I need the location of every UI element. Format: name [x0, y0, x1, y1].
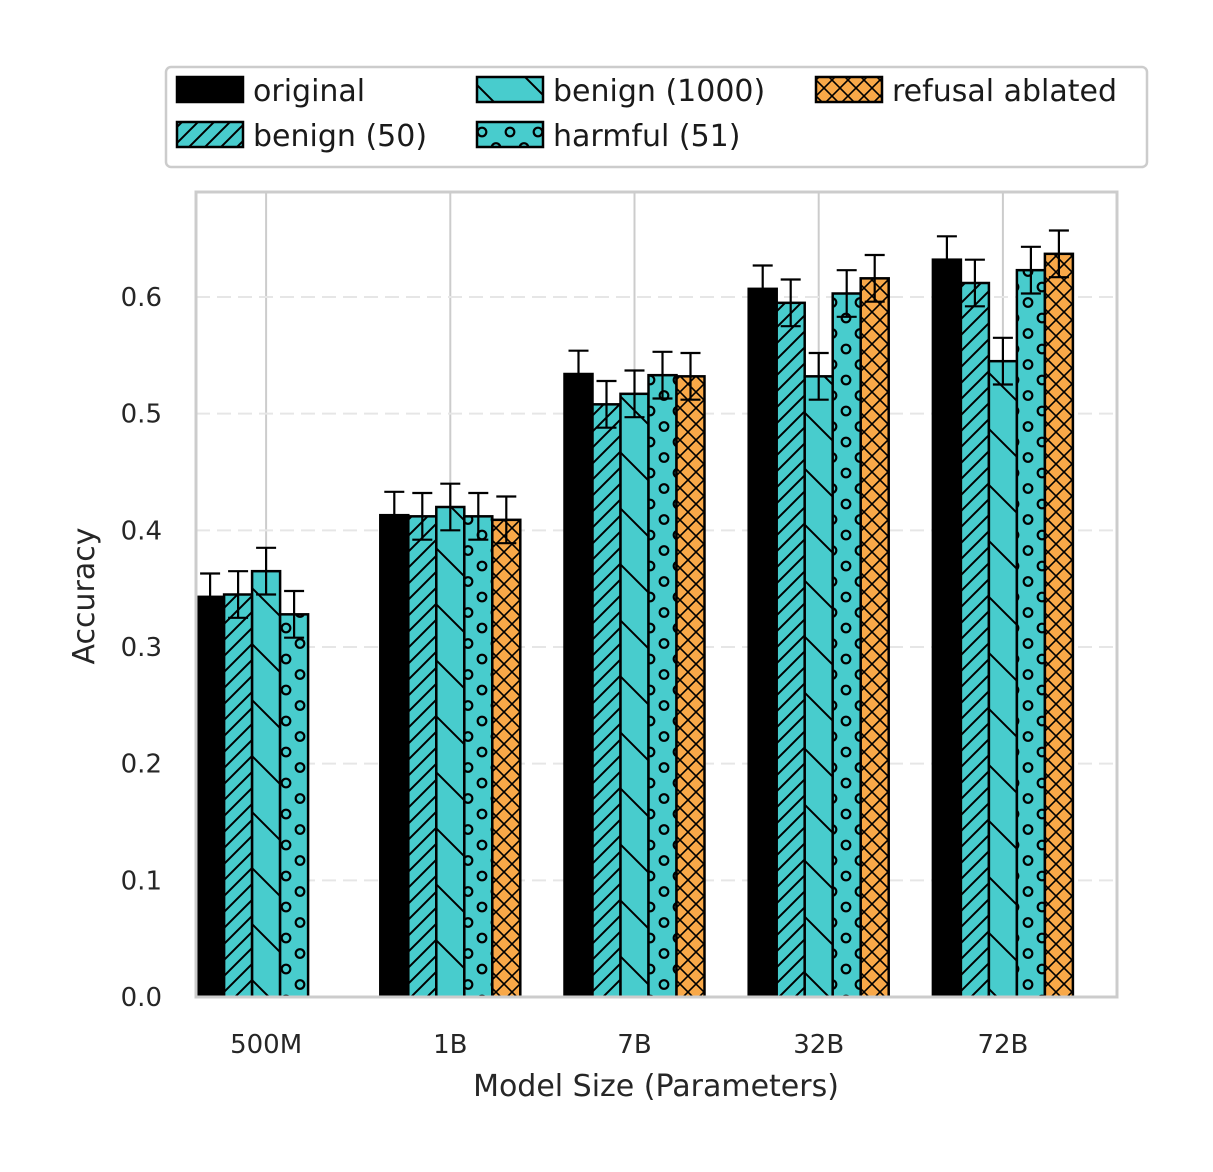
bar-harmful-51 [463, 515, 494, 999]
error-bar [808, 351, 829, 401]
error-bar [680, 351, 701, 401]
legend-label: original [253, 74, 365, 109]
error-bar [200, 572, 221, 622]
bar-original [931, 258, 963, 999]
legend-swatch [475, 120, 545, 149]
legend-swatch [175, 120, 245, 149]
bar-benign-1000 [987, 359, 1019, 999]
error-bar [284, 589, 305, 639]
legend-frame [164, 65, 1149, 169]
error-bar [440, 482, 461, 532]
legend-item: benign (50) [175, 119, 427, 154]
legend-swatch [814, 75, 884, 104]
x-axis-label: Model Size (Parameters) [473, 1069, 839, 1104]
bar-refusal-ablated [859, 277, 890, 999]
y-tick-label: 0.5 [121, 400, 162, 430]
error-bar [836, 269, 857, 318]
x-tick-label: 1B [433, 1030, 467, 1060]
bar-harmful-51 [1015, 268, 1047, 999]
x-tick-label: 72B [977, 1030, 1028, 1060]
y-tick-label: 0.6 [121, 283, 162, 313]
legend-label: harmful (51) [553, 119, 740, 154]
error-bar [992, 336, 1013, 386]
y-tick-label: 0.0 [121, 983, 162, 1013]
error-bar [936, 235, 957, 285]
error-bar [964, 258, 985, 308]
x-tick-labels: 500M 1B 7B 32B 72B [230, 1030, 1028, 1060]
error-bar [384, 490, 405, 540]
bar-benign-50 [407, 515, 438, 999]
legend-swatch [475, 75, 545, 104]
bar-benign-1000 [619, 392, 650, 999]
legend-label: benign (50) [253, 119, 427, 154]
y-tick-label: 0.3 [121, 633, 162, 663]
plot-frame [194, 190, 1119, 999]
error-bar [568, 349, 589, 399]
error-bar [652, 350, 673, 400]
bar-refusal-ablated [491, 518, 522, 999]
y-axis-label: Accuracy [67, 528, 102, 665]
legend-item: harmful (51) [475, 119, 740, 154]
error-bar [864, 253, 885, 303]
legend-item: original [175, 74, 365, 109]
error-bar [752, 264, 773, 314]
y-tick-label: 0.1 [121, 866, 162, 896]
y-tick-label: 0.4 [121, 516, 162, 546]
error-bar [780, 278, 801, 328]
error-bar [256, 546, 277, 596]
error-bar [228, 570, 249, 619]
error-bar [496, 495, 517, 545]
error-bar [412, 491, 433, 541]
bar-benign-1000 [435, 505, 466, 999]
bar-refusal-ablated [1043, 252, 1075, 999]
bar-benign-50 [775, 301, 806, 999]
plot-area [194, 190, 1119, 999]
legend-item: refusal ablated [814, 74, 1117, 109]
bar-original [194, 595, 226, 999]
bar-harmful-51 [831, 292, 862, 999]
error-bar [624, 369, 645, 419]
error-bar [1048, 229, 1069, 279]
bar-original [379, 513, 410, 999]
legend-swatch [175, 75, 245, 104]
x-tick-label: 32B [793, 1030, 844, 1060]
legend-label: refusal ablated [892, 74, 1117, 109]
legend: original benign (50) benign (1000) harmful … [164, 65, 1149, 169]
error-bar [596, 379, 617, 429]
bar-benign-50 [222, 593, 254, 999]
legend-label: benign (1000) [553, 74, 765, 109]
bar-harmful-51 [647, 373, 678, 999]
legend-item: benign (1000) [475, 74, 765, 109]
y-tick-labels: 0.0 0.1 0.2 0.3 0.4 0.5 0.6 [121, 283, 162, 1013]
bar-harmful-51 [278, 613, 310, 999]
bar-benign-1000 [803, 375, 834, 999]
bar-original [563, 372, 594, 999]
x-tick-label: 500M [230, 1030, 302, 1060]
bar-benign-50 [959, 281, 991, 999]
x-tick-label: 7B [617, 1030, 651, 1060]
error-bar [468, 491, 489, 541]
y-tick-label: 0.2 [121, 750, 162, 780]
bar-refusal-ablated [675, 375, 706, 999]
error-bar [1020, 245, 1041, 295]
bar-benign-50 [591, 403, 622, 999]
bar-benign-1000 [250, 569, 282, 999]
bar-original [747, 287, 778, 999]
